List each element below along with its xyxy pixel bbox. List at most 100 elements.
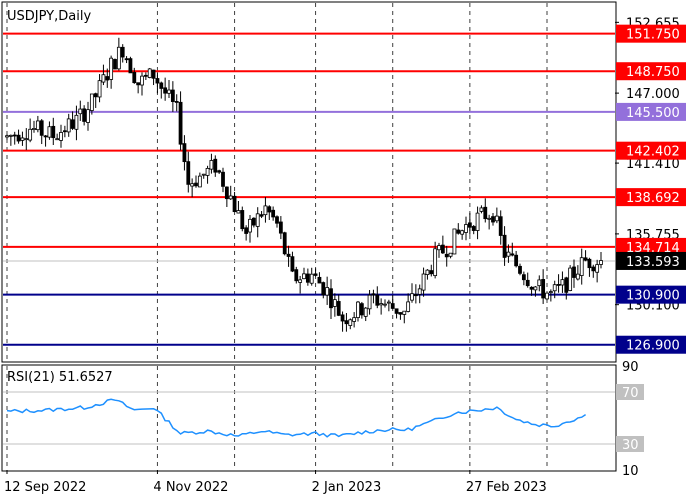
rsi-indicator: [3, 391, 615, 445]
bearish-candle: [143, 74, 148, 77]
bullish-candle: [367, 294, 372, 310]
bearish-candle: [556, 284, 561, 286]
bullish-candle: [197, 175, 202, 188]
bullish-candle: [248, 218, 252, 233]
bearish-candle: [217, 170, 222, 173]
bullish-candle: [348, 319, 353, 326]
level-price-tag: [616, 24, 686, 43]
bullish-candle: [78, 108, 83, 115]
bearish-candle: [275, 216, 279, 224]
time-tick-label: 2 Jan 2023: [312, 480, 382, 495]
bearish-candle: [113, 59, 117, 70]
bullish-candle: [548, 291, 553, 294]
bullish-candle: [479, 207, 484, 212]
bullish-candle: [74, 114, 79, 130]
bearish-candle: [224, 186, 229, 200]
bullish-candle: [568, 267, 573, 291]
bullish-candle: [352, 317, 357, 322]
bullish-candle: [35, 120, 40, 131]
bullish-candle: [8, 134, 13, 137]
level-price-tag: [616, 285, 686, 304]
bearish-candle: [587, 258, 592, 269]
bullish-candle: [386, 301, 391, 304]
bullish-candle: [425, 269, 430, 276]
bullish-candle: [140, 75, 144, 86]
bearish-candle: [336, 301, 341, 316]
bullish-candle: [506, 251, 511, 257]
bearish-candle: [340, 314, 345, 322]
bearish-candle: [564, 277, 569, 293]
bearish-candle: [267, 206, 272, 213]
bearish-candle: [529, 286, 534, 290]
bearish-candle: [491, 216, 495, 223]
time-axis: 12 Sep 2022 4 Nov 2022 2 Jan 2023 27 Feb 20…: [4, 470, 547, 495]
bullish-candle: [356, 301, 360, 318]
bullish-candle: [433, 248, 438, 277]
rsi-level-label: 70: [622, 386, 639, 401]
current-price-label: 133.593: [626, 255, 680, 270]
rsi-level-tag: [616, 384, 644, 400]
bearish-candle: [583, 257, 588, 261]
bullish-candle: [32, 128, 36, 130]
bullish-candle: [595, 264, 600, 273]
bullish-candle: [97, 80, 102, 98]
bullish-candle: [59, 132, 63, 141]
bearish-candle: [286, 253, 291, 257]
bearish-candle: [213, 158, 218, 173]
bullish-candle: [460, 230, 465, 235]
bullish-candle: [263, 205, 268, 216]
bullish-candle: [452, 228, 457, 255]
bearish-candle: [43, 135, 48, 138]
bearish-candle: [182, 143, 187, 163]
bearish-candle: [93, 93, 98, 98]
bearish-candle: [62, 130, 67, 133]
chart-title: USDJPY,Daily: [7, 9, 91, 24]
bullish-candle: [190, 183, 195, 187]
price-tick-label: 141.410: [626, 157, 680, 172]
bullish-candle: [417, 288, 422, 295]
bullish-candle: [167, 89, 171, 94]
bearish-candle: [467, 222, 472, 228]
bearish-candle: [232, 195, 237, 213]
rsi-label: RSI(21) 51.6527: [7, 370, 113, 385]
level-price-tag: [616, 237, 686, 256]
time-tick-label: 12 Sep 2022: [4, 480, 86, 495]
bearish-candle: [259, 214, 264, 217]
bearish-candle: [510, 253, 515, 256]
bullish-candle: [437, 245, 441, 251]
level-price-label: 130.900: [626, 289, 680, 304]
bullish-candle: [201, 173, 206, 176]
level-price-tag: [616, 335, 686, 354]
bullish-candle: [101, 74, 106, 83]
bearish-candle: [518, 265, 522, 274]
bearish-candle: [128, 58, 133, 74]
bearish-candle: [39, 120, 44, 136]
bearish-candle: [82, 108, 87, 122]
bearish-candle: [251, 217, 256, 226]
bearish-candle: [159, 82, 164, 89]
bullish-candle: [66, 118, 71, 133]
bullish-candle: [402, 310, 407, 315]
bearish-candle: [221, 171, 225, 187]
bearish-candle: [282, 232, 287, 255]
bearish-candle: [294, 269, 299, 282]
bullish-candle: [464, 224, 468, 233]
bearish-candle: [70, 119, 75, 129]
level-price-label: 151.750: [626, 28, 680, 43]
price-tick-label: 147.000: [626, 87, 680, 102]
bearish-candle: [525, 279, 530, 287]
bearish-candle: [12, 134, 17, 137]
bearish-candle: [186, 161, 191, 185]
bullish-candle: [494, 215, 499, 222]
bearish-candle: [155, 78, 160, 84]
level-price-label: 142.402: [626, 145, 680, 160]
bearish-candle: [514, 254, 519, 267]
level-price-tag: [616, 62, 686, 81]
bearish-candle: [240, 210, 245, 230]
level-price-tag: [616, 188, 686, 207]
bullish-candle: [533, 286, 538, 291]
bearish-candle: [344, 320, 349, 325]
bullish-candle: [55, 138, 60, 141]
bearish-candle: [278, 221, 283, 234]
